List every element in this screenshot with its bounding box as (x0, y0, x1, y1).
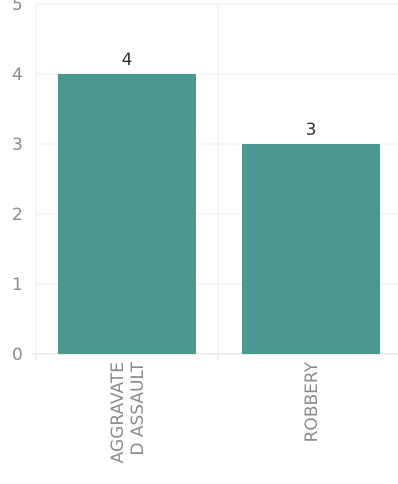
y-tick-label: 4 (12, 65, 23, 85)
y-tick-label: 1 (12, 275, 23, 295)
data-label: 4 (122, 50, 133, 70)
data-label: 3 (306, 120, 317, 140)
y-tick-label: 5 (12, 0, 23, 15)
x-category-label: D ASSAULT (128, 361, 148, 455)
bars (58, 74, 380, 354)
x-category-label: AGGRAVATE (108, 362, 128, 463)
bar (58, 74, 196, 354)
axes (32, 353, 398, 360)
x-category-label: ROBBERY (302, 361, 322, 442)
bar (242, 144, 380, 354)
labels: 0 1 2 3 4 5 4 AGGRAVATE D ASSAULT 3 ROBBERY (12, 0, 322, 463)
y-tick-label: 3 (12, 135, 23, 155)
y-tick-label: 0 (12, 345, 23, 365)
y-tick-label: 2 (12, 205, 23, 225)
